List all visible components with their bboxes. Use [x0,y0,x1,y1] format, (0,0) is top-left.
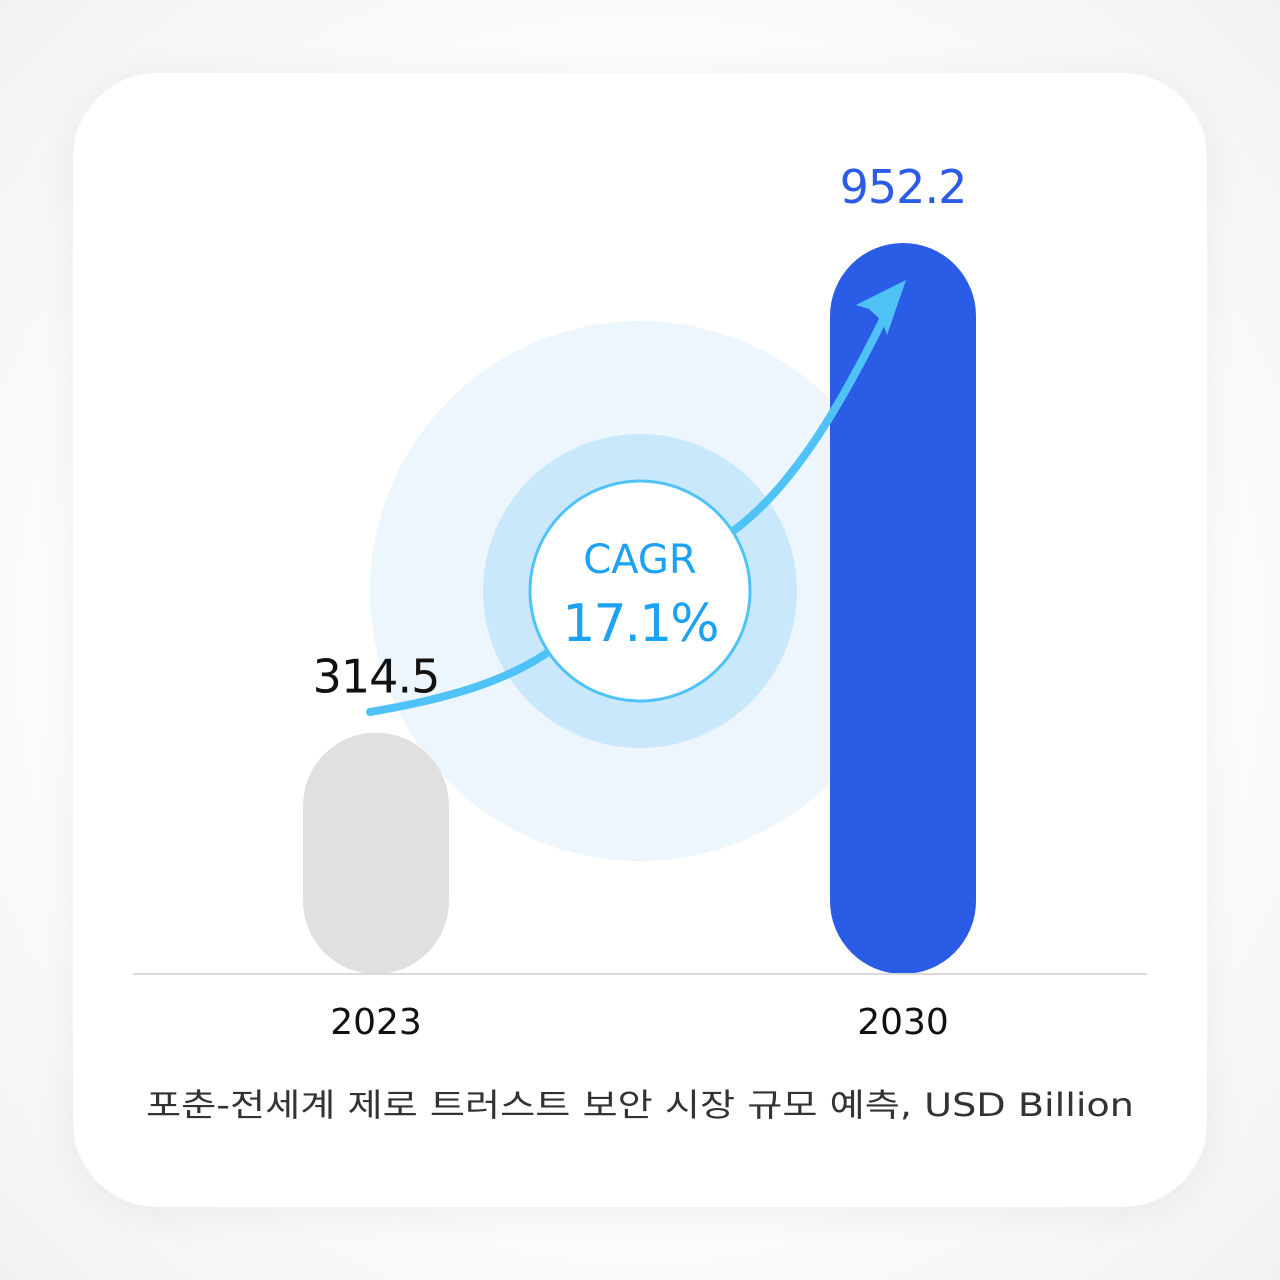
market-size-chart: CAGR 17.1% 314.5 952.2 2023 2030 포춘-전세계 … [133,160,1147,1124]
x-tick-label-2030: 2030 [857,1002,949,1043]
bars-group [303,243,976,974]
chart-caption: 포춘-전세계 제로 트러스트 보안 시장 규모 예측, USD Billion [146,1086,1134,1124]
chart-card: CAGR 17.1% 314.5 952.2 2023 2030 포춘-전세계 … [73,73,1207,1207]
bar-2023 [303,732,449,974]
value-label-2023: 314.5 [313,650,440,704]
bar-2030 [830,243,976,974]
cagr-value: 17.1% [562,594,717,654]
growth-arrow-head-icon [856,280,906,335]
x-tick-label-2023: 2023 [330,1002,422,1043]
cagr-title: CAGR [583,537,696,583]
value-label-2030: 952.2 [840,160,967,214]
cagr-badge [528,479,752,703]
